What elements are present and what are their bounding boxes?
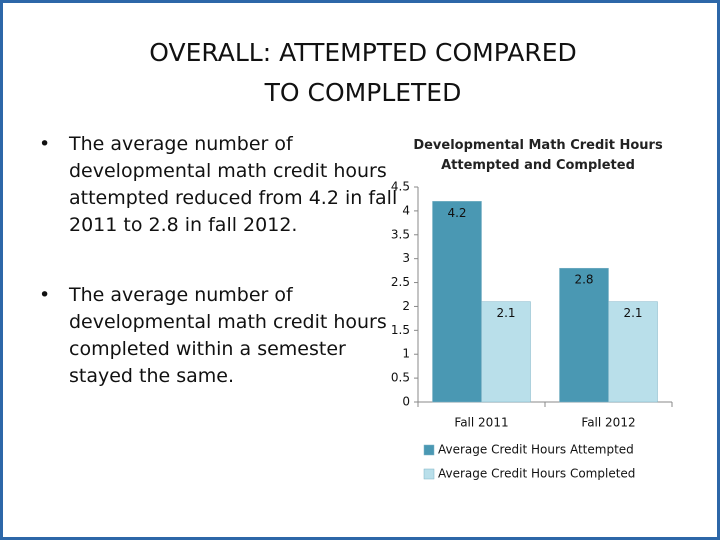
bullet: The average number of developmental math… (39, 282, 409, 390)
legend-swatch (423, 444, 435, 456)
legend-label: Average Credit Hours Completed (438, 467, 635, 481)
y-tick-label: 4 (402, 203, 410, 217)
bullet-list: The average number of developmental math… (33, 131, 409, 433)
y-tick-label: 0 (402, 395, 410, 409)
y-tick-label: 1 (402, 347, 410, 361)
legend-swatch (423, 468, 435, 480)
bar (432, 201, 482, 403)
x-tick-label: Fall 2011 (454, 416, 508, 430)
legend-label: Average Credit Hours Attempted (438, 443, 634, 457)
y-tick-label: 2 (402, 299, 410, 313)
bar (559, 267, 609, 403)
bullet: The average number of developmental math… (39, 131, 409, 239)
y-tick-label: 2.5 (391, 275, 410, 289)
data-label: 4.2 (447, 206, 466, 220)
chart-title: Developmental Math Credit Hours Attempte… (413, 138, 663, 173)
y-tick-label: 4.5 (391, 180, 410, 194)
slide-title: OVERALL: ATTEMPTED COMPARED TO COMPLETED (149, 38, 577, 107)
y-tick-label: 0.5 (391, 371, 410, 385)
y-tick-label: 3 (402, 251, 410, 265)
data-label: 2.1 (496, 306, 515, 320)
data-label: 2.1 (623, 306, 642, 320)
y-tick-label: 1.5 (391, 323, 410, 337)
bar (481, 301, 531, 403)
data-label: 2.8 (574, 273, 593, 287)
y-tick-label: 3.5 (391, 227, 410, 241)
bar (608, 301, 658, 403)
x-tick-label: Fall 2012 (581, 416, 635, 430)
